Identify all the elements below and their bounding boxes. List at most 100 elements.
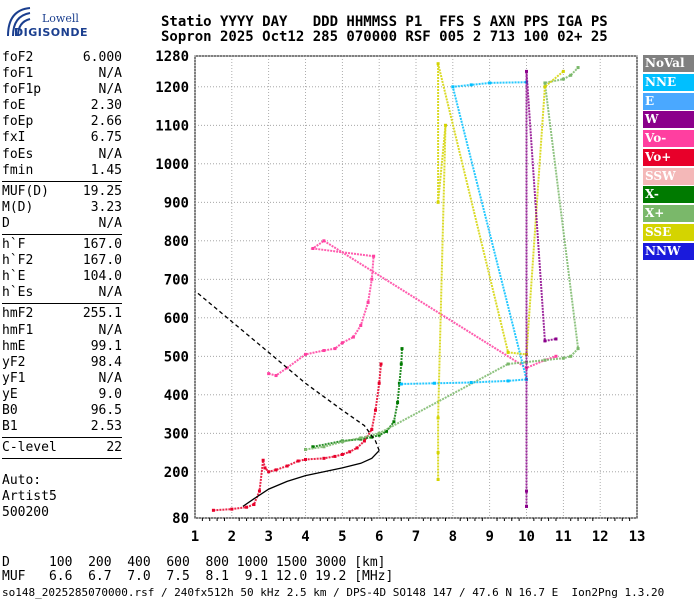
legend-item: E (643, 92, 694, 110)
echo-point (362, 439, 366, 443)
param-name: D (2, 215, 10, 231)
param-value: N/A (98, 215, 122, 231)
param-separator (2, 458, 122, 460)
file-info-footer: so148_2025285070000.rsf / 240fx512h 50 k… (2, 586, 665, 599)
echo-point (525, 352, 528, 356)
echo-point (432, 381, 436, 385)
distance-row: D 100 200 400 600 800 1000 1500 3000 [km… (2, 555, 386, 570)
legend-item: NNW (643, 242, 694, 260)
autoscaling-info: Auto: Artist5 500200 (2, 473, 57, 521)
echo-point (274, 374, 278, 378)
param-row: hmF2 255.1 (2, 306, 122, 322)
param-value: N/A (98, 285, 122, 301)
y-tick-label: 400 (164, 388, 189, 404)
param-value: 3.23 (90, 199, 122, 215)
echo-point (569, 354, 573, 358)
param-name: h`E (2, 269, 26, 285)
echo-point (274, 468, 278, 472)
param-value: 255.1 (82, 306, 122, 322)
auto-label: Auto: (2, 473, 42, 488)
y-tick-label: 1000 (155, 157, 189, 173)
echo-point (543, 85, 547, 89)
param-value: 6.75 (90, 130, 122, 146)
param-separator (2, 234, 122, 236)
param-name: hmF2 (2, 306, 34, 322)
x-tick-label: 13 (629, 529, 646, 545)
y-tick-label: 800 (164, 234, 189, 250)
profile-line (194, 290, 380, 451)
param-value: 98.4 (90, 354, 122, 370)
param-value: 2.30 (90, 98, 122, 114)
echo-point (554, 337, 558, 341)
param-row: C-level 22 (2, 440, 122, 456)
x-tick-label: 3 (264, 529, 272, 545)
echo-point (561, 77, 565, 81)
param-value: 2.66 (90, 114, 122, 130)
echo-point (304, 352, 307, 356)
legend-item: W (643, 111, 694, 129)
echo-point (399, 362, 403, 366)
y-tick-label: 600 (164, 311, 189, 327)
logo-line2: DIGISONDE (14, 26, 88, 39)
param-row: foEp 2.66 (2, 114, 122, 130)
x-tick-label: 9 (485, 529, 493, 545)
lowell-digisonde-logo: Lowell DIGISONDE (4, 4, 87, 40)
param-name: hmE (2, 338, 26, 354)
echo-point (340, 341, 344, 345)
param-separator (2, 303, 122, 305)
echo-point (311, 445, 315, 449)
echo-point (399, 382, 403, 386)
x-tick-label: 7 (412, 529, 420, 545)
param-row: h`E 104.0 (2, 269, 122, 285)
echo-point (257, 489, 261, 493)
echo-point (252, 503, 256, 507)
legend-item: X+ (643, 205, 694, 222)
param-row: yF2 98.4 (2, 355, 122, 371)
param-row: h`F 167.0 (2, 237, 122, 253)
y-tick-label: 80 (172, 511, 189, 527)
echo-point (561, 356, 565, 360)
echo-point (436, 200, 440, 204)
param-value: 96.5 (90, 402, 122, 418)
x-tick-label: 10 (518, 529, 535, 545)
param-separator (2, 180, 122, 182)
auto-version: 500200 (2, 505, 49, 520)
legend-item: NoVal (643, 55, 694, 72)
echo-point (396, 401, 400, 404)
echo-point (385, 429, 389, 433)
echo-point (340, 440, 344, 444)
echo-point (322, 456, 326, 460)
param-name: yF1 (2, 370, 26, 386)
param-name: foE (2, 98, 26, 114)
param-name: foF1p (2, 82, 42, 98)
echo-point (400, 347, 404, 351)
param-name: B1 (2, 419, 18, 435)
echo-point (370, 277, 374, 281)
param-row: foF1 N/A (2, 66, 122, 82)
legend-item: SSW (643, 167, 694, 185)
y-tick-label: 1200 (155, 80, 189, 96)
echo-point (263, 466, 267, 470)
echo-point (436, 416, 440, 420)
echo-point (351, 335, 355, 339)
param-value: 104.0 (82, 269, 122, 285)
x-tick-label: 5 (338, 529, 346, 545)
param-row: M(D) 3.23 (2, 200, 122, 216)
echo-point (370, 435, 374, 439)
param-name: yF2 (2, 354, 26, 370)
echo-point (525, 69, 528, 73)
echo-point (333, 454, 337, 458)
param-value: 19.25 (82, 183, 122, 199)
param-row: D N/A (2, 216, 122, 232)
echo-point (359, 324, 363, 327)
echo-point (366, 300, 370, 304)
param-value: 9.0 (98, 386, 122, 402)
echo-point (561, 69, 565, 73)
echo-point (506, 350, 510, 354)
echo-point (436, 62, 440, 66)
echo-point (436, 451, 440, 455)
x-tick-label: 11 (555, 529, 572, 545)
y-tick-label: 200 (164, 465, 189, 481)
param-name: foF1 (2, 66, 34, 82)
echo-point (392, 420, 396, 424)
